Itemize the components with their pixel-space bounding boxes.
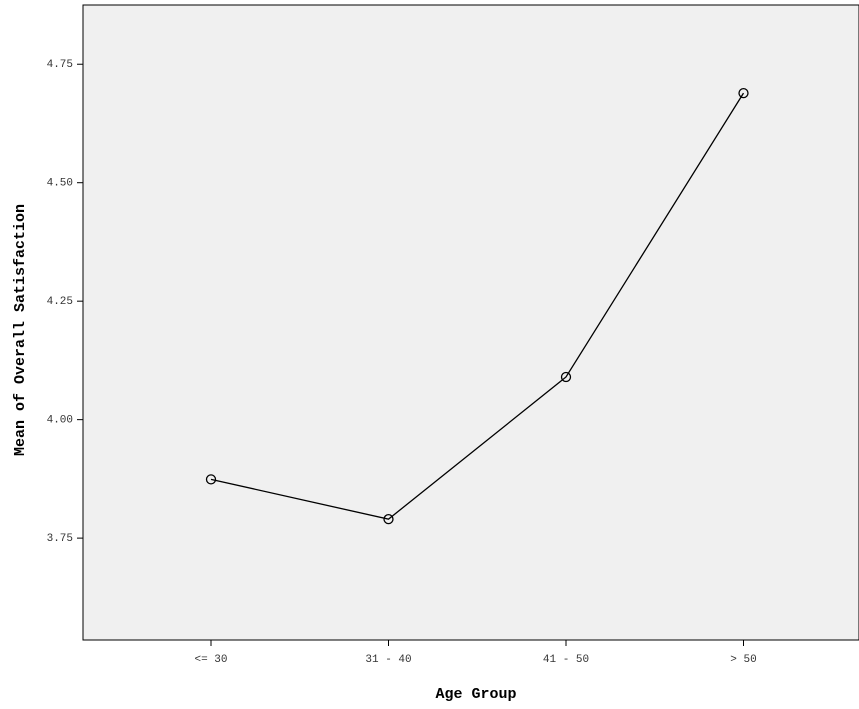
x-tick-label: > 50 — [730, 654, 756, 666]
x-axis-title: Age Group — [435, 686, 516, 703]
x-tick-label: <= 30 — [194, 654, 227, 666]
x-tick-label: 41 - 50 — [543, 654, 589, 666]
y-tick-label: 3.75 — [47, 533, 73, 545]
chart: Age Group Mean of Overall Satisfaction 3… — [0, 0, 859, 709]
x-tick-label: 31 - 40 — [365, 654, 411, 666]
y-tick-label: 4.75 — [47, 59, 73, 71]
y-axis-title: Mean of Overall Satisfaction — [12, 204, 29, 456]
y-tick-label: 4.25 — [47, 296, 73, 308]
y-tick-label: 4.50 — [47, 178, 73, 190]
plot-area — [83, 5, 859, 640]
y-tick-label: 4.00 — [47, 415, 73, 427]
